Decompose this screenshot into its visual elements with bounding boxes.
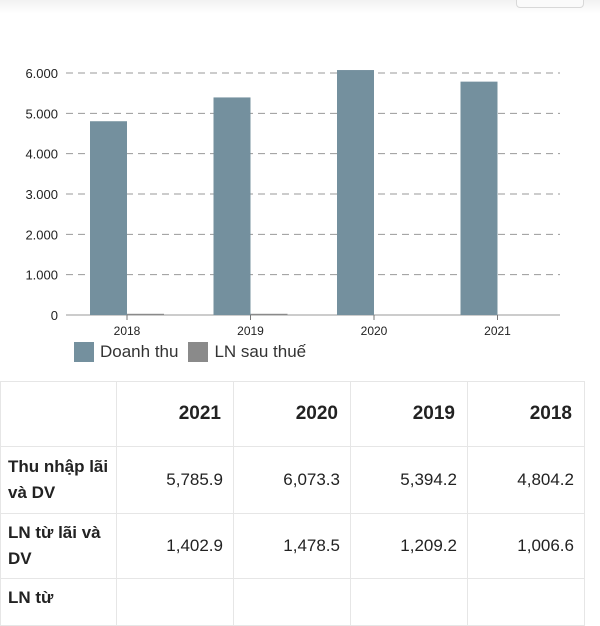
profit-bar bbox=[127, 313, 164, 315]
y-tick-label: 3.000 bbox=[25, 187, 58, 202]
legend-label-revenue: Doanh thu bbox=[100, 342, 179, 361]
legend-label-profit: LN sau thuế bbox=[214, 342, 307, 361]
y-tick-label: 0 bbox=[51, 308, 58, 323]
table-header-cell: 2021 bbox=[116, 381, 234, 447]
x-tick-label: 2019 bbox=[237, 324, 264, 338]
table-header-cell bbox=[0, 381, 117, 447]
top-button[interactable] bbox=[516, 0, 584, 8]
table-header-cell: 2019 bbox=[350, 381, 468, 447]
table-cell: 6,073.3 bbox=[233, 446, 351, 514]
table-header-row: 2021 2020 2019 2018 bbox=[0, 381, 585, 447]
y-tick-label: 4.000 bbox=[25, 147, 58, 162]
table-cell: 1,006.6 bbox=[467, 513, 585, 579]
y-tick-label: 6.000 bbox=[25, 66, 58, 81]
table-row: LN từ bbox=[0, 578, 585, 626]
table-cell: 1,402.9 bbox=[116, 513, 234, 579]
table-cell bbox=[116, 578, 234, 626]
table-header-cell: 2020 bbox=[233, 381, 351, 447]
row-label: LN từ bbox=[0, 578, 117, 626]
legend-swatch-revenue bbox=[74, 342, 94, 362]
legend-item-profit[interactable]: LN sau thuế bbox=[188, 342, 306, 362]
row-label: Thu nhập lãi và DV bbox=[0, 446, 117, 514]
revenue-bar bbox=[337, 70, 374, 315]
x-tick-label: 2020 bbox=[361, 324, 388, 338]
revenue-bar-chart: 0 1.000 2.000 3.000 4.000 5.000 6.000 2018 2019 2… bbox=[25, 66, 560, 338]
table-row: Thu nhập lãi và DV 5,785.9 6,073.3 5,394… bbox=[0, 446, 585, 514]
table-cell bbox=[350, 578, 468, 626]
table-cell: 1,478.5 bbox=[233, 513, 351, 579]
table-cell: 1,209.2 bbox=[350, 513, 468, 579]
x-tick-label: 2018 bbox=[114, 324, 141, 338]
y-tick-label: 2.000 bbox=[25, 227, 58, 242]
y-tick-label: 5.000 bbox=[25, 106, 58, 121]
profit-bar bbox=[250, 313, 288, 315]
revenue-bar bbox=[90, 121, 127, 316]
revenue-bar bbox=[460, 81, 498, 315]
table-cell: 4,804.2 bbox=[467, 446, 585, 514]
row-label: LN từ lãi và DV bbox=[0, 513, 117, 579]
table-cell: 5,785.9 bbox=[116, 446, 234, 514]
table-row: LN từ lãi và DV 1,402.9 1,478.5 1,209.2 … bbox=[0, 513, 585, 579]
table-cell: 5,394.2 bbox=[350, 446, 468, 514]
chart-legend: Doanh thu LN sau thuế bbox=[74, 341, 316, 363]
x-tick-label: 2021 bbox=[484, 324, 511, 338]
y-tick-label: 1.000 bbox=[25, 268, 58, 283]
revenue-bar bbox=[213, 97, 251, 315]
table-header-cell: 2018 bbox=[467, 381, 585, 447]
financial-table: 2021 2020 2019 2018 Thu nhập lãi và DV 5… bbox=[0, 381, 585, 626]
legend-swatch-profit bbox=[188, 342, 209, 362]
top-bar bbox=[0, 0, 600, 14]
table-cell bbox=[233, 578, 351, 626]
legend-item-revenue[interactable]: Doanh thu bbox=[74, 342, 178, 362]
table-cell bbox=[467, 578, 585, 626]
